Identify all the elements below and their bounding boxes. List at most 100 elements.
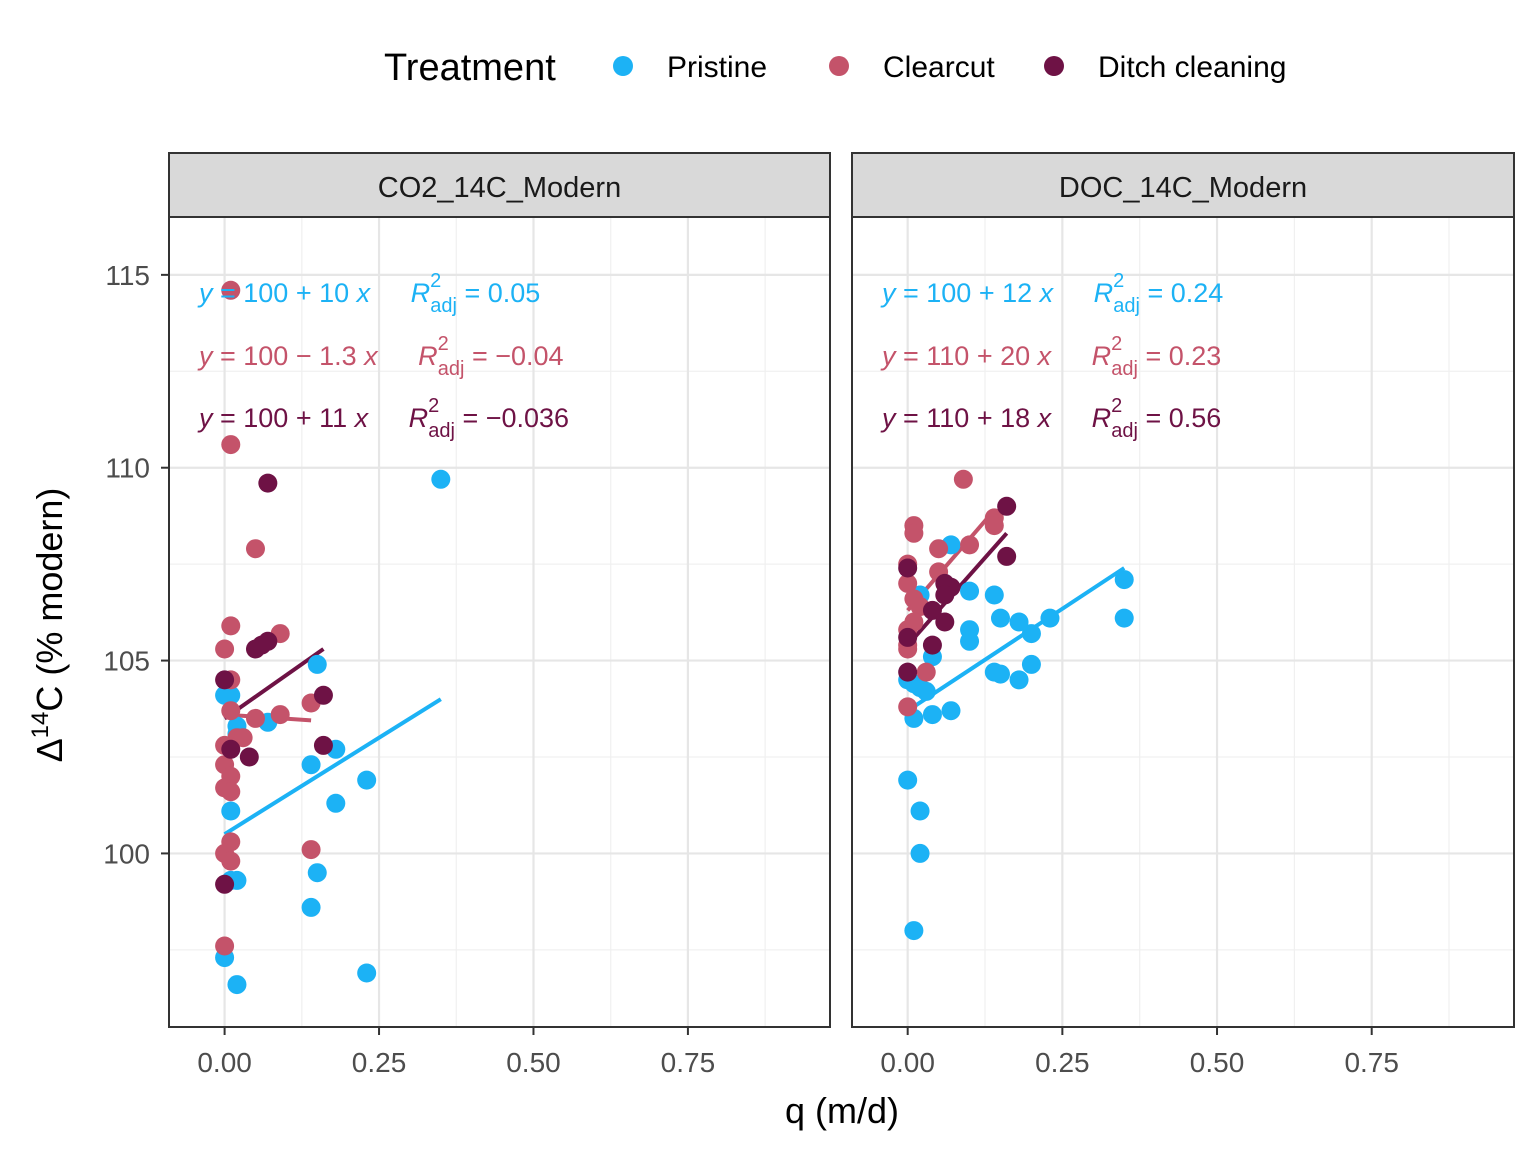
data-point [215, 936, 235, 956]
panels: y = 100 + 10 x R2 adj = 0.05 y = 100 − 1.3… [168, 152, 1515, 1078]
data-point [990, 608, 1010, 628]
data-point [215, 670, 235, 690]
data-point [916, 662, 936, 682]
data-point [1021, 624, 1041, 644]
data-point [929, 539, 949, 559]
y-axis-title-rest: C (% modern) [29, 488, 70, 712]
x-tick-label: 0.50 [506, 1047, 561, 1078]
data-point [1114, 608, 1134, 628]
series-pristine [215, 469, 451, 995]
data-point [997, 496, 1017, 516]
svg-text:Δ14C (% modern): Δ14C (% modern) [27, 488, 70, 763]
data-point [245, 708, 265, 728]
series-ditch-cleaning [215, 473, 333, 894]
data-point [904, 523, 924, 543]
regression-equation: y = 100 + 12 x R2 adj = 0.24 [880, 270, 1223, 317]
data-point [307, 654, 327, 674]
legend-label: Clearcut [883, 51, 995, 84]
data-point [221, 616, 241, 636]
data-point [313, 685, 333, 705]
legend-entry-pristine: Pristine [613, 51, 767, 84]
legend: Treatment Pristine Clearcut Ditch cleaning [384, 47, 1286, 89]
x-tick-label: 0.50 [1190, 1047, 1245, 1078]
legend-title: Treatment [384, 47, 556, 89]
data-point [301, 897, 321, 917]
fit-line-ditch-cleaning [223, 647, 325, 721]
data-point [301, 840, 321, 860]
data-point [221, 280, 241, 300]
legend-label: Ditch cleaning [1098, 51, 1286, 84]
data-point [953, 469, 973, 489]
legend-entries: Pristine Clearcut Ditch cleaning [613, 51, 1286, 84]
data-point [916, 681, 936, 701]
regression-equation: y = 100 + 11 x R2 adj = −0.036 [197, 395, 569, 442]
data-point [221, 739, 241, 759]
data-point [313, 735, 333, 755]
strip-background [168, 152, 831, 218]
data-point [221, 435, 241, 455]
fit-line-pristine [223, 697, 442, 836]
data-point [960, 535, 980, 555]
data-point [898, 573, 918, 593]
legend-entry-ditch-cleaning: Ditch cleaning [1044, 51, 1286, 84]
y-axis-title-delta: Δ [29, 738, 70, 762]
legend-swatch [1044, 56, 1064, 76]
panel-background [169, 217, 830, 1027]
x-tick-label: 0.25 [1035, 1047, 1090, 1078]
data-point [997, 546, 1017, 566]
panel-background [852, 217, 1514, 1027]
x-tick-label: 0.00 [197, 1047, 252, 1078]
y-axis-title-superscript: 14 [27, 712, 54, 739]
data-point [233, 728, 253, 748]
strip-label: CO2_14C_Modern [378, 172, 621, 204]
x-axis-title: q (m/d) [785, 1090, 899, 1131]
x-tick-label: 0.25 [352, 1047, 407, 1078]
data-point [922, 705, 942, 725]
data-point [910, 801, 930, 821]
x-tick-label: 0.75 [1344, 1047, 1399, 1078]
data-point [245, 539, 265, 559]
data-point [357, 770, 377, 790]
y-tick-label: 100 [103, 838, 150, 869]
regression-equation: y = 110 + 18 x R2 adj = 0.56 [880, 395, 1221, 442]
panel-co2_14c_modern: y = 100 + 10 x R2 adj = 0.05 y = 100 − 1.3… [168, 152, 831, 1078]
data-point [326, 793, 346, 813]
data-point [221, 801, 241, 821]
data-point [258, 631, 278, 651]
regression-equation: y = 100 + 10 x R2 adj = 0.05 [197, 270, 540, 317]
data-point [922, 600, 942, 620]
data-point [984, 585, 1004, 605]
data-point [935, 585, 955, 605]
data-point [910, 843, 930, 863]
data-point [301, 755, 321, 775]
data-point [960, 581, 980, 601]
data-point [898, 770, 918, 790]
data-point [922, 635, 942, 655]
x-tick-label: 0.00 [880, 1047, 935, 1078]
fit-line-pristine [906, 566, 1126, 713]
strip-label: DOC_14C_Modern [1059, 172, 1307, 204]
panel-doc_14c_modern: y = 100 + 12 x R2 adj = 0.24 y = 110 + 20 … [851, 152, 1515, 1078]
data-point [1114, 570, 1134, 590]
data-point [1009, 670, 1029, 690]
y-tick-label: 105 [103, 646, 150, 677]
data-point [984, 516, 1004, 536]
data-point [227, 975, 247, 995]
data-point [1021, 654, 1041, 674]
data-point [960, 631, 980, 651]
data-point [307, 863, 327, 883]
data-point [1040, 608, 1060, 628]
y-axis-title: Δ14C (% modern) [27, 488, 70, 763]
data-point [990, 664, 1010, 684]
legend-swatch [613, 56, 633, 76]
data-point [431, 469, 451, 489]
y-tick-label: 110 [105, 453, 150, 484]
data-point [935, 612, 955, 632]
data-point [221, 851, 241, 871]
data-point [221, 701, 241, 721]
data-point [898, 558, 918, 578]
strip-background [851, 152, 1515, 218]
y-tick-label: 115 [105, 260, 150, 291]
data-point [898, 627, 918, 647]
